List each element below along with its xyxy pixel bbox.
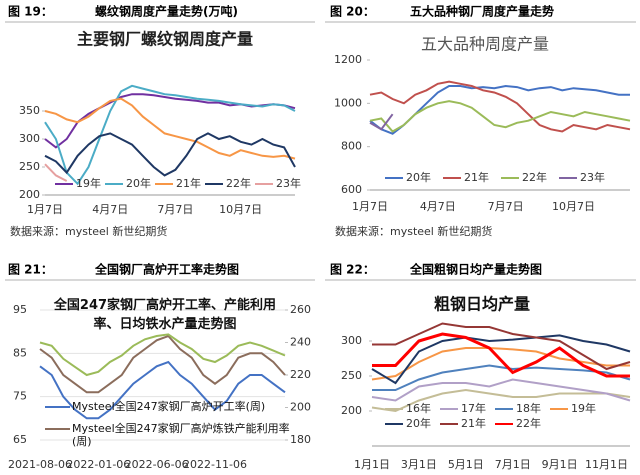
figure-caption: 全国粗钢日均产量走势图 [409,262,542,277]
x-tick-label: 7月7日 [157,203,193,216]
figure-caption: 五大品种钢厂周度产量走势 [410,4,554,19]
chart-title-box: 全国247家钢厂高炉开工率、产能利用率、日均铁水产量走势图 [53,298,277,332]
x-tick-label: 2022-11-06 [183,458,247,471]
y2-tick-label: 220 [290,368,311,381]
legend-label: 21年 [461,416,486,430]
series-line [372,322,631,371]
legend-label: Mysteel全国247家钢厂高炉炼铁产能利用率(周) [72,422,290,448]
series-line [372,364,631,391]
x-tick-label: 4月7日 [92,203,128,216]
figure-label: 图 20： [330,5,375,19]
legend-label: 23年 [276,176,301,190]
y-tick-label: 600 [341,183,362,196]
legend-label: 23年 [580,170,605,184]
y-tick-label: 300 [19,132,40,145]
legend-label: 21年 [464,170,489,184]
legend-label: 19年 [76,176,101,190]
series-line [369,80,631,133]
series-line [372,332,630,378]
x-tick-label: 2021-08-06 [8,458,72,471]
x-tick-label: 2022-01-06 [66,458,130,471]
legend-label: 20年 [406,170,431,184]
legend-label: 22年 [522,170,547,184]
x-tick-label: 7月7日 [488,200,524,213]
x-tick-label: 1月1日 [354,458,390,471]
y2-tick-label: 240 [290,336,311,349]
y-tick-label: 300 [341,334,362,347]
figure-label: 图 22： [330,263,375,277]
x-tick-label: 9月1日 [542,458,578,471]
y-tick-label: 85 [13,346,27,359]
legend-label: 18年 [516,401,541,415]
figure-caption: 全国钢厂高炉开工率走势图 [94,262,239,277]
legend-label: 17年 [461,401,486,415]
series-line [371,388,631,413]
chart-title: 主要钢厂螺纹钢周度产量 [77,30,253,49]
x-tick-label: 2022-06-06 [125,458,189,471]
x-tick-label: 10月7日 [219,203,262,216]
legend-label: 22年 [516,416,541,430]
y2-tick-label: 200 [290,401,311,414]
y-tick-label: 250 [341,369,362,382]
series-line [44,97,296,160]
legend-label-box: Mysteel全国247家钢厂高炉开工率(周) [72,400,266,413]
y-tick-label: 200 [19,188,40,201]
series-line [44,132,296,177]
series-line [39,333,286,377]
x-tick-label: 7月1日 [495,458,531,471]
source-note: 数据来源：mysteel 新世纪期货 [10,224,167,238]
x-tick-label: 11月1日 [585,458,628,471]
y-tick-label: 800 [341,140,362,153]
source-note: 数据来源：mysteel 新世纪期货 [335,224,492,238]
figure-label: 图 21： [8,263,53,277]
y-tick-label: 95 [13,303,27,316]
series-line [371,378,631,402]
series-line [39,334,286,394]
y-tick-label: 75 [13,390,27,403]
y2-tick-label: 180 [290,433,311,446]
x-tick-label: 5月1日 [448,458,484,471]
y-tick-label: 250 [19,160,40,173]
legend-label: 20年 [126,176,151,190]
series-line [44,163,68,182]
x-tick-label: 10月7日 [552,200,595,213]
legend-label: 16年 [406,401,431,415]
x-tick-label: 3月1日 [401,458,437,471]
figure-caption: 螺纹钢周度产量走势(万吨) [95,4,238,19]
series-line [371,347,630,381]
y-tick-label: 200 [341,404,362,417]
y2-tick-label: 260 [290,303,311,316]
series-line [371,334,631,385]
series-line [369,100,631,133]
y-tick-label: 350 [19,104,40,117]
x-tick-label: 1月7日 [352,200,388,213]
y-tick-label: 65 [13,433,27,446]
legend-label: 19年 [571,401,596,415]
y-tick-label: 1000 [334,96,362,109]
x-tick-label: 4月7日 [420,200,456,213]
y-tick-label: 1200 [334,53,362,66]
series-line [369,113,394,131]
series-line [44,84,296,186]
legend-label: Mysteel全国247家钢厂高炉开工率(周) [72,400,266,413]
legend-label: 20年 [406,416,431,430]
legend-label: 21年 [176,176,201,190]
chart-title: 全国247家钢厂高炉开工率、产能利用率、日均铁水产量走势图 [53,298,277,332]
legend-label: 22年 [226,176,251,190]
figure-label: 图 19： [8,5,53,19]
series-line [39,360,286,420]
chart-title: 粗钢日均产量 [434,295,530,314]
x-tick-label: 1月7日 [27,203,63,216]
chart-title: 五大品种周度产量 [421,35,549,54]
legend-label-box: Mysteel全国247家钢厂高炉炼铁产能利用率(周) [72,422,290,448]
